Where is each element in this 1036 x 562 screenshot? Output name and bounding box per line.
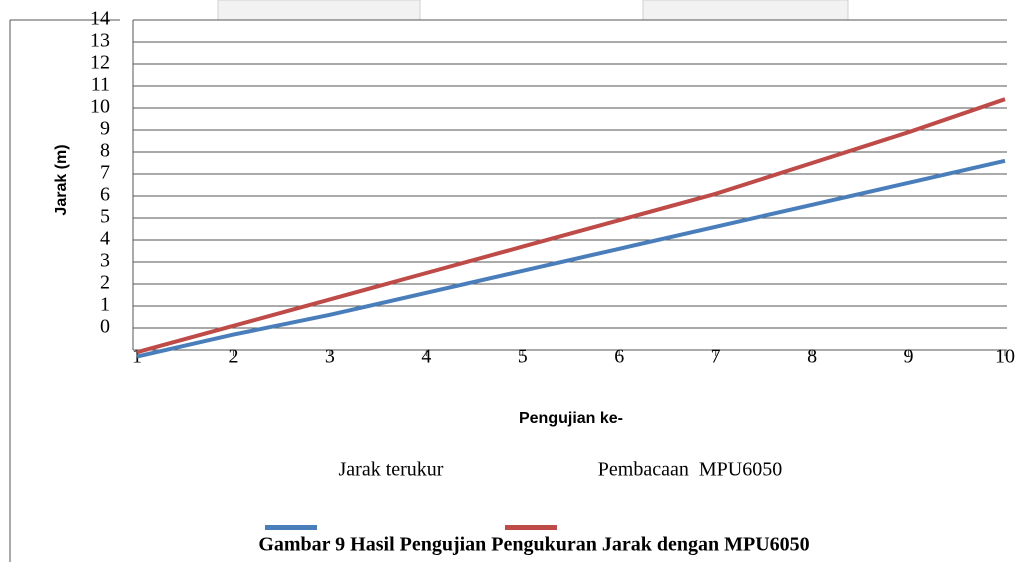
tab — [217, 0, 421, 21]
legend-swatch — [265, 525, 317, 530]
x-tick-label: 3 — [325, 346, 335, 368]
y-tick-label: 12 — [90, 52, 110, 74]
y-tick-label: 13 — [90, 30, 110, 52]
tab — [642, 0, 849, 21]
x-tick-label: 4 — [421, 346, 431, 368]
y-axis-label: Jarak (m) — [53, 144, 70, 215]
y-tick-label: 3 — [100, 250, 110, 272]
y-tick-label: 8 — [100, 140, 110, 162]
y-tick-label: 14 — [90, 8, 110, 30]
y-tick-label: 2 — [100, 272, 110, 294]
y-tick-label: 1 — [100, 294, 110, 316]
y-tick-label: 10 — [90, 96, 110, 118]
x-tick-label: 8 — [807, 346, 817, 368]
legend-label: Jarak terukur — [339, 459, 444, 481]
x-tick-label: 5 — [518, 346, 528, 368]
legend-swatch — [505, 525, 557, 530]
legend-label: Pembacaan MPU6050 — [598, 459, 782, 481]
series-line — [136, 97, 1006, 355]
y-tick-label: 7 — [100, 162, 110, 184]
y-tick-label: 5 — [100, 206, 110, 228]
series-line — [136, 158, 1006, 359]
y-tick-label: 11 — [91, 74, 110, 96]
x-tick-label: 10 — [995, 346, 1015, 368]
x-tick-label: 9 — [904, 346, 914, 368]
caption: Gambar 9 Hasil Pengujian Pengukuran Jara… — [258, 534, 809, 556]
y-tick-label: 4 — [100, 228, 110, 250]
x-tick-label: 2 — [228, 346, 238, 368]
x-tick-label: 7 — [711, 346, 721, 368]
x-axis-label: Pengujian ke- — [519, 410, 623, 427]
y-tick-label: 9 — [100, 118, 110, 140]
y-tick-label: 0 — [100, 316, 110, 338]
x-tick-label: 6 — [614, 346, 624, 368]
y-tick-label: 6 — [100, 184, 110, 206]
